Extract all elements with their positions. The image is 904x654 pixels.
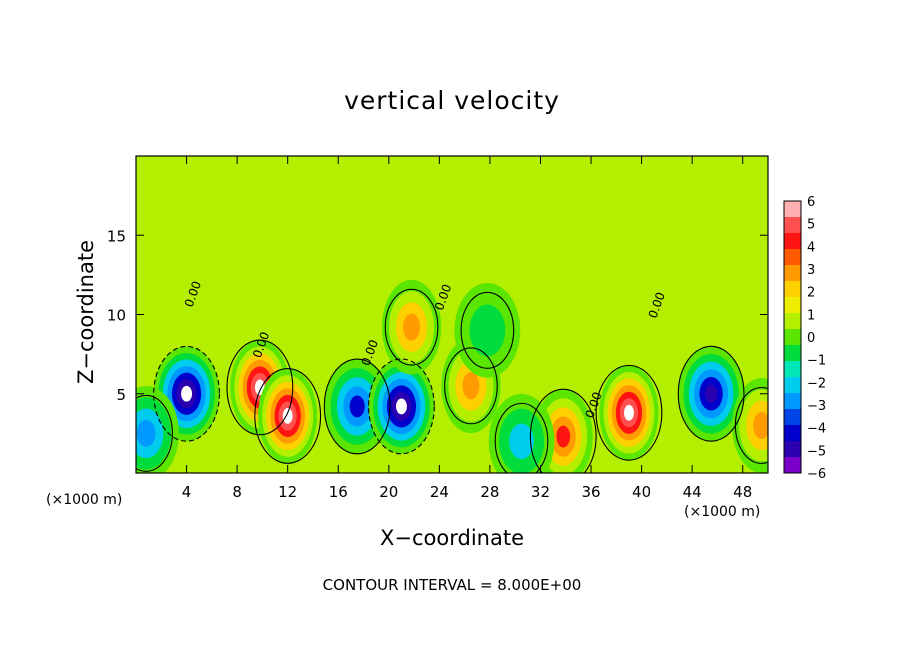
updraft-core-1 xyxy=(230,340,290,435)
colorbar-tick-label: −5 xyxy=(807,444,826,459)
colorbar-tick-label: −6 xyxy=(807,467,826,482)
colorbar-swatch xyxy=(784,217,801,234)
colorbar-swatch xyxy=(784,233,801,250)
colorbar-swatch xyxy=(784,409,801,426)
y-tick-label: 5 xyxy=(116,386,126,404)
contour-line-3 xyxy=(323,358,391,455)
colorbar-swatch xyxy=(784,425,801,442)
x-tick-label: 44 xyxy=(683,483,702,501)
colorbar-swatch xyxy=(784,297,801,314)
contour-line-5 xyxy=(384,288,439,366)
colorbar-tick-label: 2 xyxy=(807,286,815,301)
colorbar-swatch xyxy=(784,249,801,266)
y-tick-label: 15 xyxy=(107,227,126,245)
x-tick-label: 8 xyxy=(232,483,242,501)
contour-line-4 xyxy=(368,358,435,455)
contour-interval-note: CONTOUR INTERVAL = 8.000E+00 xyxy=(322,576,582,594)
x-tick-label: 40 xyxy=(632,483,651,501)
updraft-core-10 xyxy=(599,365,659,461)
colorbar-swatch xyxy=(784,265,801,282)
colorbar-frame xyxy=(783,200,802,474)
y-axis-label: Z−coordinate xyxy=(74,240,98,384)
x-tick-label: 16 xyxy=(329,483,348,501)
x-tick-label: 20 xyxy=(379,483,398,501)
colorbar-tick-label: 5 xyxy=(807,218,815,233)
contour-line-8 xyxy=(529,388,597,473)
x-tick-label: 28 xyxy=(480,483,499,501)
colorbar-swatch xyxy=(784,201,801,218)
downdraft-core-0 xyxy=(153,346,220,442)
contour-line-13 xyxy=(734,386,768,464)
colorbar-swatch xyxy=(784,361,801,378)
contour-line-6 xyxy=(444,347,498,425)
y-tick-label: 10 xyxy=(107,307,126,325)
colorbar-swatch xyxy=(784,329,801,346)
colorbar-tick-label: 3 xyxy=(807,263,815,278)
colorbar-swatch xyxy=(784,313,801,330)
colorbar-tick-label: −4 xyxy=(807,422,826,437)
x-tick-label: 12 xyxy=(278,483,297,501)
x-tick-label: 24 xyxy=(430,483,449,501)
colorbar-tick-label: 1 xyxy=(807,308,815,323)
colorbar-tick-label: −3 xyxy=(807,399,826,414)
contour-line-2 xyxy=(254,367,322,464)
contour-line-11 xyxy=(677,345,745,442)
colorbar-swatch xyxy=(784,441,801,458)
updraft-core-5 xyxy=(381,279,442,375)
chart-title: vertical velocity xyxy=(344,86,560,115)
x-unit-label-right: (×1000 m) xyxy=(684,504,761,520)
downdraft-core-12 xyxy=(136,385,179,473)
contour-line-10 xyxy=(595,364,663,461)
colorbar-swatch xyxy=(784,345,801,362)
x-axis-label: X−coordinate xyxy=(380,526,524,550)
colorbar-swatch xyxy=(784,377,801,394)
contour-line-9 xyxy=(494,402,549,473)
colorbar-tick-label: 4 xyxy=(807,240,815,255)
colorbar-tick-label: −1 xyxy=(807,354,826,369)
x-unit-label-left: (×1000 m) xyxy=(46,492,123,508)
x-tick-label: 36 xyxy=(581,483,600,501)
x-tick-label: 4 xyxy=(182,483,192,501)
colorbar-swatch xyxy=(784,457,801,474)
x-tick-label: 32 xyxy=(531,483,550,501)
colorbar-swatch xyxy=(784,393,801,410)
downdraft-core-11 xyxy=(678,346,744,442)
contour-line-7 xyxy=(460,291,515,369)
contour-line-1 xyxy=(226,339,294,436)
colorbar-tick-label: −2 xyxy=(807,376,826,391)
downdraft-core-9 xyxy=(488,393,555,473)
contour-line-12 xyxy=(136,394,173,472)
contour-line-0 xyxy=(153,345,220,442)
updraft-core-13 xyxy=(732,378,768,473)
colorbar-tick-label: 0 xyxy=(807,331,815,346)
colorbar-tick-label: 6 xyxy=(807,195,815,210)
field-upper-band xyxy=(136,156,768,299)
downdraft-core-7 xyxy=(454,282,521,378)
colorbar-swatch xyxy=(784,281,801,298)
updraft-core-2 xyxy=(258,368,318,464)
x-tick-label: 48 xyxy=(733,483,752,501)
